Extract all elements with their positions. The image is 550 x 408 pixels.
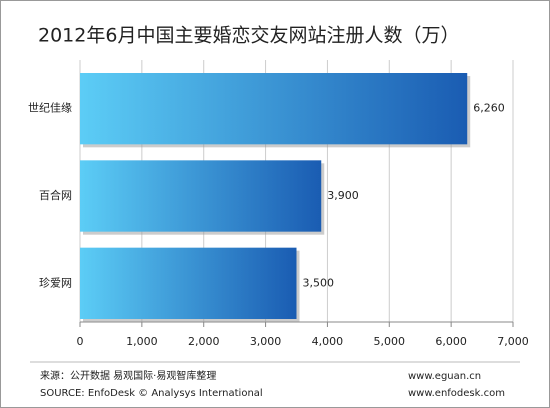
value-label: 3,900 (327, 189, 359, 202)
bar (80, 160, 322, 232)
value-label: 6,260 (473, 102, 505, 115)
chart-title: 2012年6月中国主要婚恋交友网站注册人数（万） (38, 25, 459, 47)
x-tick-label: 0 (77, 335, 84, 348)
x-tick-label: 1,000 (126, 335, 158, 348)
x-tick-label: 3,000 (250, 335, 282, 348)
bar (80, 247, 297, 319)
bar (80, 73, 468, 145)
x-tick-label: 6,000 (435, 335, 467, 348)
url: www.eguan.cn (408, 371, 481, 382)
x-tick-label: 2,000 (188, 335, 220, 348)
value-label: 3,500 (303, 276, 335, 289)
source-en: SOURCE: EnfoDesk © Analysys Internationa… (40, 388, 263, 399)
y-tick-label: 珍爱网 (39, 276, 72, 289)
url: www.enfodesk.com (408, 388, 505, 399)
x-tick-label: 4,000 (312, 335, 344, 348)
source-cn: 来源：公开数据 易观国际·易观智库整理 (40, 369, 216, 382)
y-tick-label: 世纪佳缘 (28, 101, 72, 115)
x-tick-label: 7,000 (497, 335, 529, 348)
x-tick-label: 5,000 (374, 335, 406, 348)
y-tick-label: 百合网 (39, 188, 72, 202)
